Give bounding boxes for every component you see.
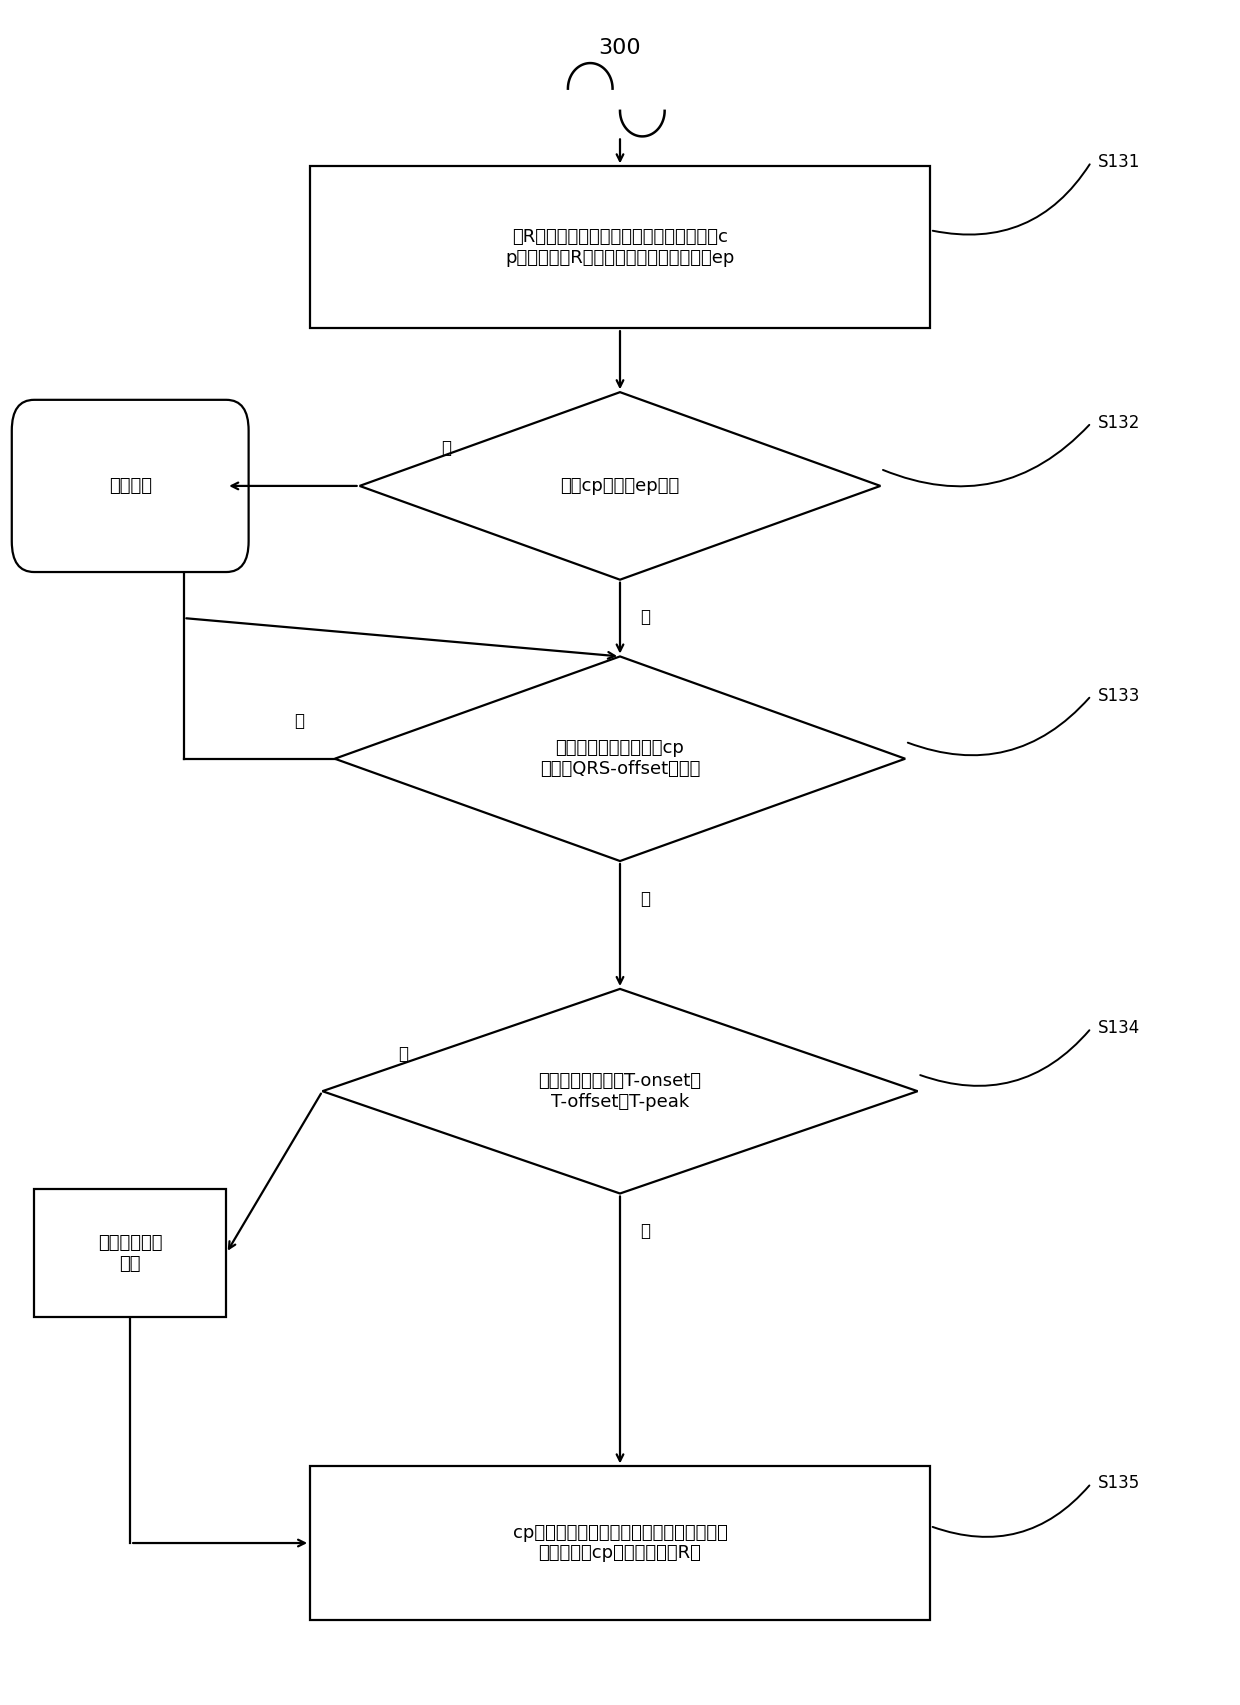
Text: 否: 否 bbox=[441, 440, 451, 457]
Text: 300: 300 bbox=[599, 38, 641, 58]
Text: 停止搜索: 停止搜索 bbox=[109, 477, 151, 494]
Text: 是: 是 bbox=[398, 1045, 408, 1062]
FancyBboxPatch shape bbox=[11, 401, 248, 573]
Text: 否: 否 bbox=[640, 1222, 650, 1240]
Text: 标记当前时间
刻度: 标记当前时间 刻度 bbox=[98, 1234, 162, 1272]
Text: 从R波标记点向前递推一个标记点，并记为c
p，以后一个R波为遍历的结束点，并记为ep: 从R波标记点向前递推一个标记点，并记为c p，以后一个R波为遍历的结束点，并记为… bbox=[506, 228, 734, 266]
Text: 进一步判断是否是T-onset、
T-offset或T-peak: 进一步判断是否是T-onset、 T-offset或T-peak bbox=[538, 1072, 702, 1110]
Text: 是: 是 bbox=[640, 609, 650, 626]
Text: 继续前向搜索，并判断cp
是否是QRS-offset标记点: 继续前向搜索，并判断cp 是否是QRS-offset标记点 bbox=[539, 740, 701, 777]
Polygon shape bbox=[360, 392, 880, 580]
FancyBboxPatch shape bbox=[33, 1190, 226, 1316]
Text: S132: S132 bbox=[1097, 414, 1140, 431]
Polygon shape bbox=[322, 989, 918, 1194]
Text: S133: S133 bbox=[1097, 687, 1140, 704]
Polygon shape bbox=[335, 656, 905, 861]
Text: S131: S131 bbox=[1097, 153, 1140, 170]
Text: 是: 是 bbox=[294, 713, 304, 730]
FancyBboxPatch shape bbox=[310, 165, 930, 327]
FancyBboxPatch shape bbox=[310, 1466, 930, 1620]
Text: S134: S134 bbox=[1097, 1020, 1140, 1037]
Text: cp向后递推一个标记点，并继续上述的搜索
过程，直到cp搜索到后一个R波: cp向后递推一个标记点，并继续上述的搜索 过程，直到cp搜索到后一个R波 bbox=[512, 1524, 728, 1562]
Text: 判断cp是否在ep之前: 判断cp是否在ep之前 bbox=[560, 477, 680, 494]
Text: S135: S135 bbox=[1097, 1475, 1140, 1492]
Text: 否: 否 bbox=[640, 890, 650, 907]
